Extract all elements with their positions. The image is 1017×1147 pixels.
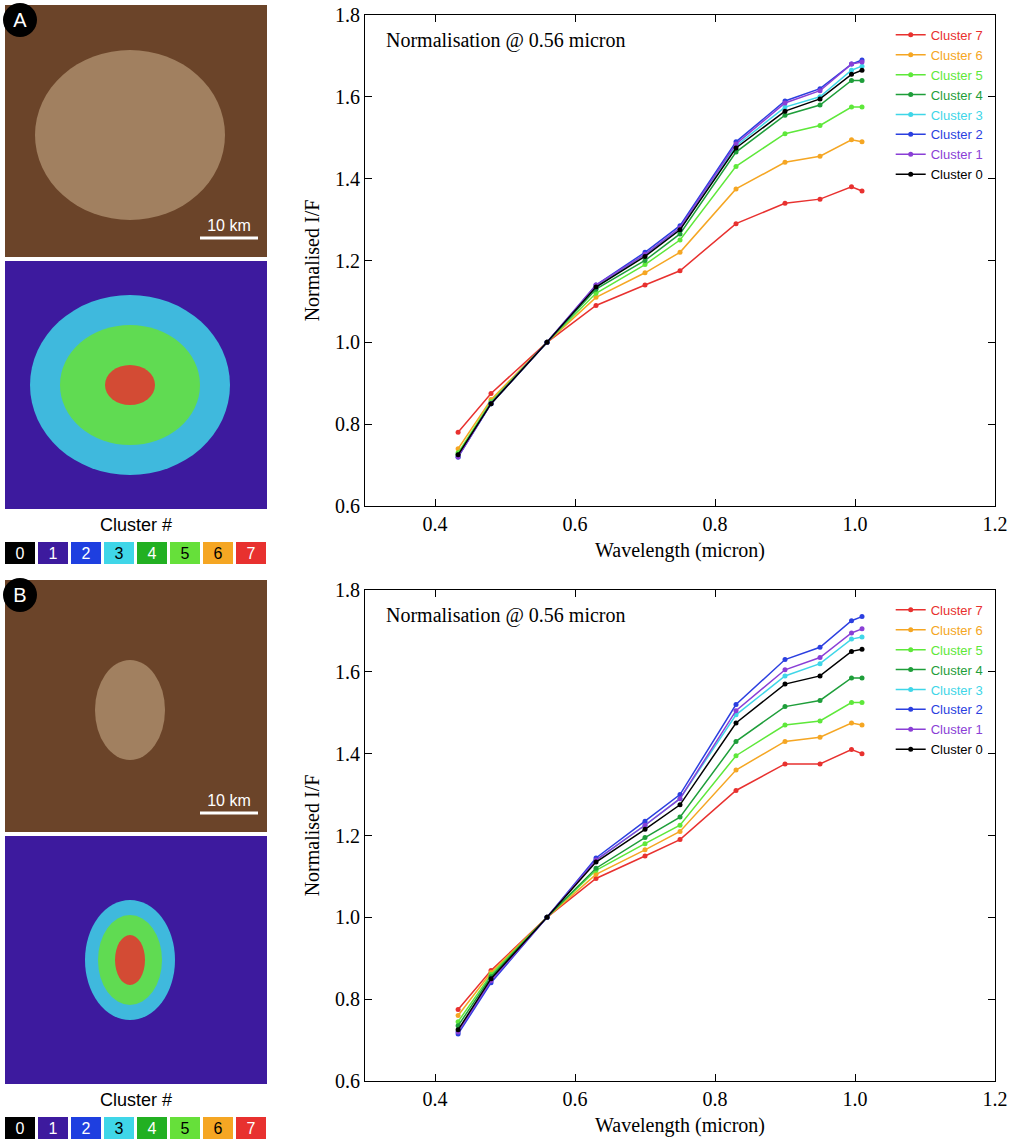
svg-text:6: 6	[214, 1120, 223, 1137]
svg-text:B: B	[13, 584, 26, 606]
svg-text:1.8: 1.8	[335, 4, 360, 26]
svg-text:10 km: 10 km	[207, 217, 251, 234]
svg-text:0.8: 0.8	[335, 413, 360, 435]
svg-text:1: 1	[49, 545, 58, 562]
svg-text:1.6: 1.6	[335, 661, 360, 683]
svg-text:7: 7	[247, 545, 256, 562]
svg-text:Wavelength (micron): Wavelength (micron)	[595, 1114, 765, 1137]
svg-text:A: A	[13, 9, 27, 31]
svg-text:1.0: 1.0	[335, 906, 360, 928]
svg-text:1.0: 1.0	[335, 331, 360, 353]
svg-text:0.4: 0.4	[423, 1088, 448, 1110]
svg-text:Cluster 7: Cluster 7	[931, 603, 983, 618]
svg-text:Normalised I/F: Normalised I/F	[301, 775, 323, 897]
svg-text:0.6: 0.6	[335, 495, 360, 517]
svg-text:Cluster 3: Cluster 3	[931, 108, 983, 123]
svg-text:0.6: 0.6	[563, 513, 588, 535]
svg-text:4: 4	[148, 1120, 157, 1137]
svg-text:Cluster 6: Cluster 6	[931, 623, 983, 638]
svg-text:1.4: 1.4	[335, 168, 360, 190]
svg-text:1.2: 1.2	[983, 513, 1008, 535]
svg-text:Cluster 5: Cluster 5	[931, 68, 983, 83]
svg-text:Normalised I/F: Normalised I/F	[301, 200, 323, 322]
svg-text:1.8: 1.8	[335, 579, 360, 601]
svg-text:Cluster 3: Cluster 3	[931, 683, 983, 698]
svg-text:6: 6	[214, 545, 223, 562]
svg-text:1.2: 1.2	[983, 1088, 1008, 1110]
svg-text:Cluster 1: Cluster 1	[931, 722, 983, 737]
svg-text:0.8: 0.8	[703, 513, 728, 535]
svg-text:7: 7	[247, 1120, 256, 1137]
svg-text:0: 0	[16, 1120, 25, 1137]
svg-text:3: 3	[115, 545, 124, 562]
svg-text:Cluster 0: Cluster 0	[931, 167, 983, 182]
svg-text:Cluster 1: Cluster 1	[931, 147, 983, 162]
svg-text:Normalisation @ 0.56 micron: Normalisation @ 0.56 micron	[386, 604, 626, 627]
svg-text:Cluster 5: Cluster 5	[931, 643, 983, 658]
svg-text:Cluster 2: Cluster 2	[931, 702, 983, 717]
svg-text:1.4: 1.4	[335, 743, 360, 765]
svg-text:4: 4	[148, 545, 157, 562]
svg-text:5: 5	[181, 1120, 190, 1137]
svg-text:0: 0	[16, 545, 25, 562]
svg-text:2: 2	[82, 545, 91, 562]
svg-text:Wavelength (micron): Wavelength (micron)	[595, 539, 765, 562]
svg-text:Normalisation @ 0.56 micron: Normalisation @ 0.56 micron	[386, 29, 626, 52]
svg-text:3: 3	[115, 1120, 124, 1137]
svg-text:1.2: 1.2	[335, 825, 360, 847]
svg-text:0.8: 0.8	[703, 1088, 728, 1110]
svg-text:5: 5	[181, 545, 190, 562]
svg-text:Cluster 2: Cluster 2	[931, 127, 983, 142]
svg-text:2: 2	[82, 1120, 91, 1137]
svg-text:0.6: 0.6	[563, 1088, 588, 1110]
svg-text:1.0: 1.0	[843, 513, 868, 535]
svg-text:1.0: 1.0	[843, 1088, 868, 1110]
svg-text:Cluster 4: Cluster 4	[931, 88, 983, 103]
svg-text:1.6: 1.6	[335, 86, 360, 108]
svg-text:1.2: 1.2	[335, 250, 360, 272]
svg-text:Cluster 4: Cluster 4	[931, 663, 983, 678]
svg-text:Cluster 7: Cluster 7	[931, 28, 983, 43]
svg-text:Cluster 0: Cluster 0	[931, 742, 983, 757]
svg-text:10 km: 10 km	[207, 792, 251, 809]
svg-text:Cluster #: Cluster #	[100, 1090, 172, 1110]
svg-text:Cluster #: Cluster #	[100, 515, 172, 535]
svg-text:Cluster 6: Cluster 6	[931, 48, 983, 63]
svg-text:0.8: 0.8	[335, 988, 360, 1010]
svg-text:0.6: 0.6	[335, 1070, 360, 1092]
svg-text:0.4: 0.4	[423, 513, 448, 535]
svg-text:1: 1	[49, 1120, 58, 1137]
